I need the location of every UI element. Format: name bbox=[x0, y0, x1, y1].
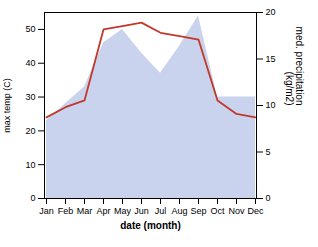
svg-text:0: 0 bbox=[266, 193, 271, 203]
svg-text:date (month): date (month) bbox=[120, 220, 181, 231]
svg-text:Jan: Jan bbox=[39, 206, 54, 216]
svg-text:20: 20 bbox=[25, 126, 35, 136]
svg-text:Apr: Apr bbox=[96, 206, 110, 216]
svg-text:May: May bbox=[114, 206, 132, 216]
svg-text:15: 15 bbox=[266, 54, 276, 64]
svg-text:0: 0 bbox=[30, 193, 35, 203]
svg-text:10: 10 bbox=[266, 100, 276, 110]
svg-text:Jul: Jul bbox=[155, 206, 167, 216]
svg-text:40: 40 bbox=[25, 58, 35, 68]
svg-text:30: 30 bbox=[25, 92, 35, 102]
svg-text:Oct: Oct bbox=[210, 206, 225, 216]
svg-text:Nov: Nov bbox=[228, 206, 245, 216]
svg-text:20: 20 bbox=[266, 7, 276, 17]
svg-text:max temp (C): max temp (C) bbox=[2, 78, 12, 133]
svg-text:50: 50 bbox=[25, 24, 35, 34]
svg-text:Feb: Feb bbox=[58, 206, 74, 216]
svg-text:Dec: Dec bbox=[247, 206, 264, 216]
svg-text:Mar: Mar bbox=[77, 206, 93, 216]
svg-text:10: 10 bbox=[25, 160, 35, 170]
svg-text:5: 5 bbox=[266, 147, 271, 157]
svg-text:Sep: Sep bbox=[190, 206, 206, 216]
svg-text:Jun: Jun bbox=[134, 206, 149, 216]
svg-text:med. precipitation(kg/m2): med. precipitation(kg/m2) bbox=[284, 27, 305, 106]
svg-text:Aug: Aug bbox=[171, 206, 187, 216]
